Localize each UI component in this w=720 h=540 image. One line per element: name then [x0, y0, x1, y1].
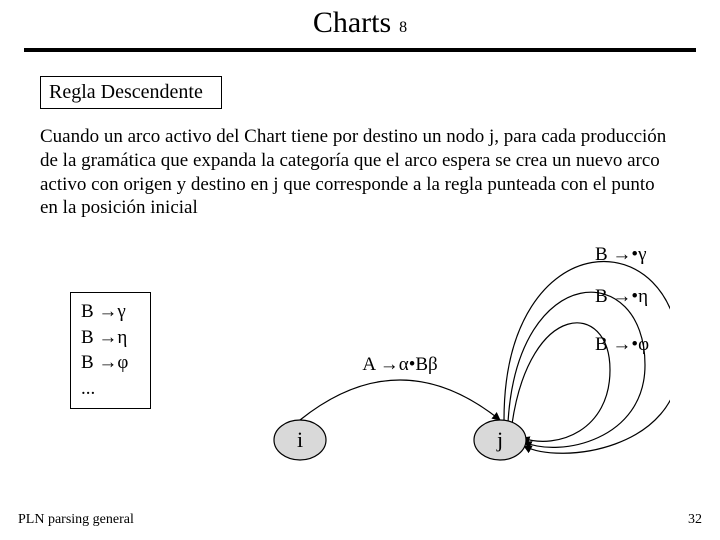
footer-right: 32 — [688, 512, 702, 528]
page-title-area: Charts 8 — [0, 0, 720, 40]
arc-i-to-j — [300, 380, 500, 420]
footer-left: PLN parsing general — [18, 512, 134, 528]
grammar-line: B →η — [81, 325, 128, 351]
arc-label-main: A →α•Bβ — [362, 354, 437, 375]
self-loop-label-phi: B →•φ — [595, 334, 649, 355]
rule-name-label: Regla Descendente — [49, 81, 203, 103]
chart-diagram: A →α•Bβ B →•γ B →•η B →•φ i j — [200, 240, 670, 490]
node-i-label: i — [297, 427, 303, 452]
grammar-line: B →γ — [81, 299, 128, 325]
grammar-box: B →γ B →η B →φ ... — [70, 292, 151, 409]
page-title: Charts — [313, 6, 391, 39]
grammar-line: ... — [81, 376, 128, 402]
title-rule — [24, 48, 696, 52]
body-paragraph: Cuando un arco activo del Chart tiene po… — [40, 125, 672, 220]
self-loop-eta — [508, 292, 645, 447]
node-j-label: j — [496, 427, 503, 452]
self-loop-label-gamma: B →•γ — [595, 244, 646, 265]
grammar-line: B →φ — [81, 350, 128, 376]
self-loop-label-eta: B →•η — [595, 286, 648, 307]
rule-name-box: Regla Descendente — [40, 76, 222, 109]
page-title-sub: 8 — [399, 19, 407, 36]
